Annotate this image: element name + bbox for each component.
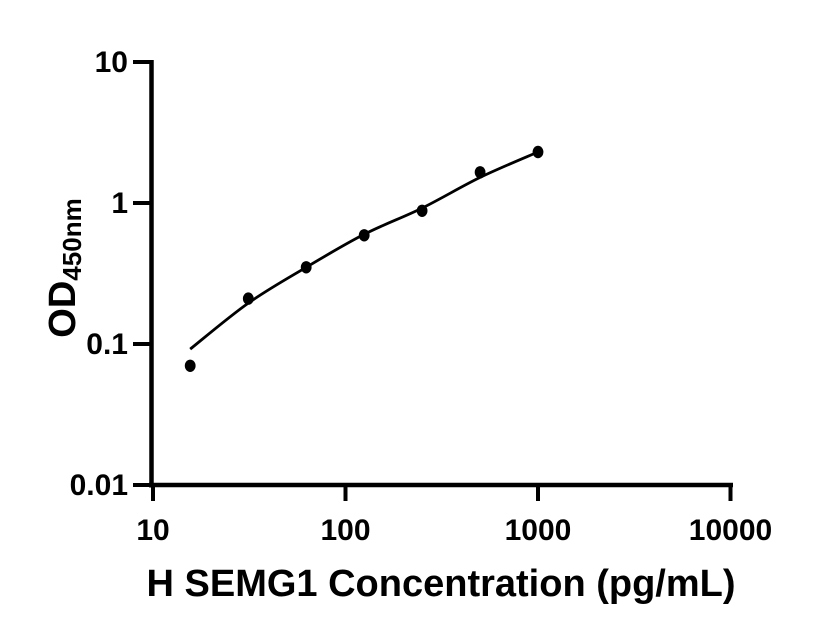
y-axis-title: OD450nm bbox=[42, 198, 87, 337]
data-point-marker bbox=[358, 229, 370, 242]
x-axis-title: H SEMG1 Concentration (pg/mL) bbox=[147, 563, 736, 605]
y-axis-title-main: OD bbox=[42, 281, 84, 338]
y-tick-label: 1 bbox=[111, 187, 128, 220]
x-tick-label: 10000 bbox=[689, 514, 772, 547]
y-tick-label: 10 bbox=[95, 46, 128, 79]
data-point-marker bbox=[300, 261, 312, 274]
y-tick-label: 0.01 bbox=[70, 469, 128, 502]
data-point-marker bbox=[184, 359, 196, 372]
plot-area bbox=[184, 145, 544, 372]
x-tick-label: 1000 bbox=[505, 514, 572, 547]
data-point-marker bbox=[416, 204, 428, 217]
x-tick-label: 10 bbox=[136, 514, 169, 547]
fitted-curve-line bbox=[189, 150, 539, 351]
data-point-marker bbox=[474, 166, 486, 179]
y-tick-label: 0.1 bbox=[86, 328, 128, 361]
y-axis-title-subscript: 450nm bbox=[57, 198, 87, 280]
x-tick-label: 100 bbox=[320, 514, 370, 547]
data-point-marker bbox=[242, 292, 254, 305]
axis-titles: H SEMG1 Concentration (pg/mL) OD450nm bbox=[42, 198, 736, 605]
data-point-marker bbox=[532, 145, 544, 159]
